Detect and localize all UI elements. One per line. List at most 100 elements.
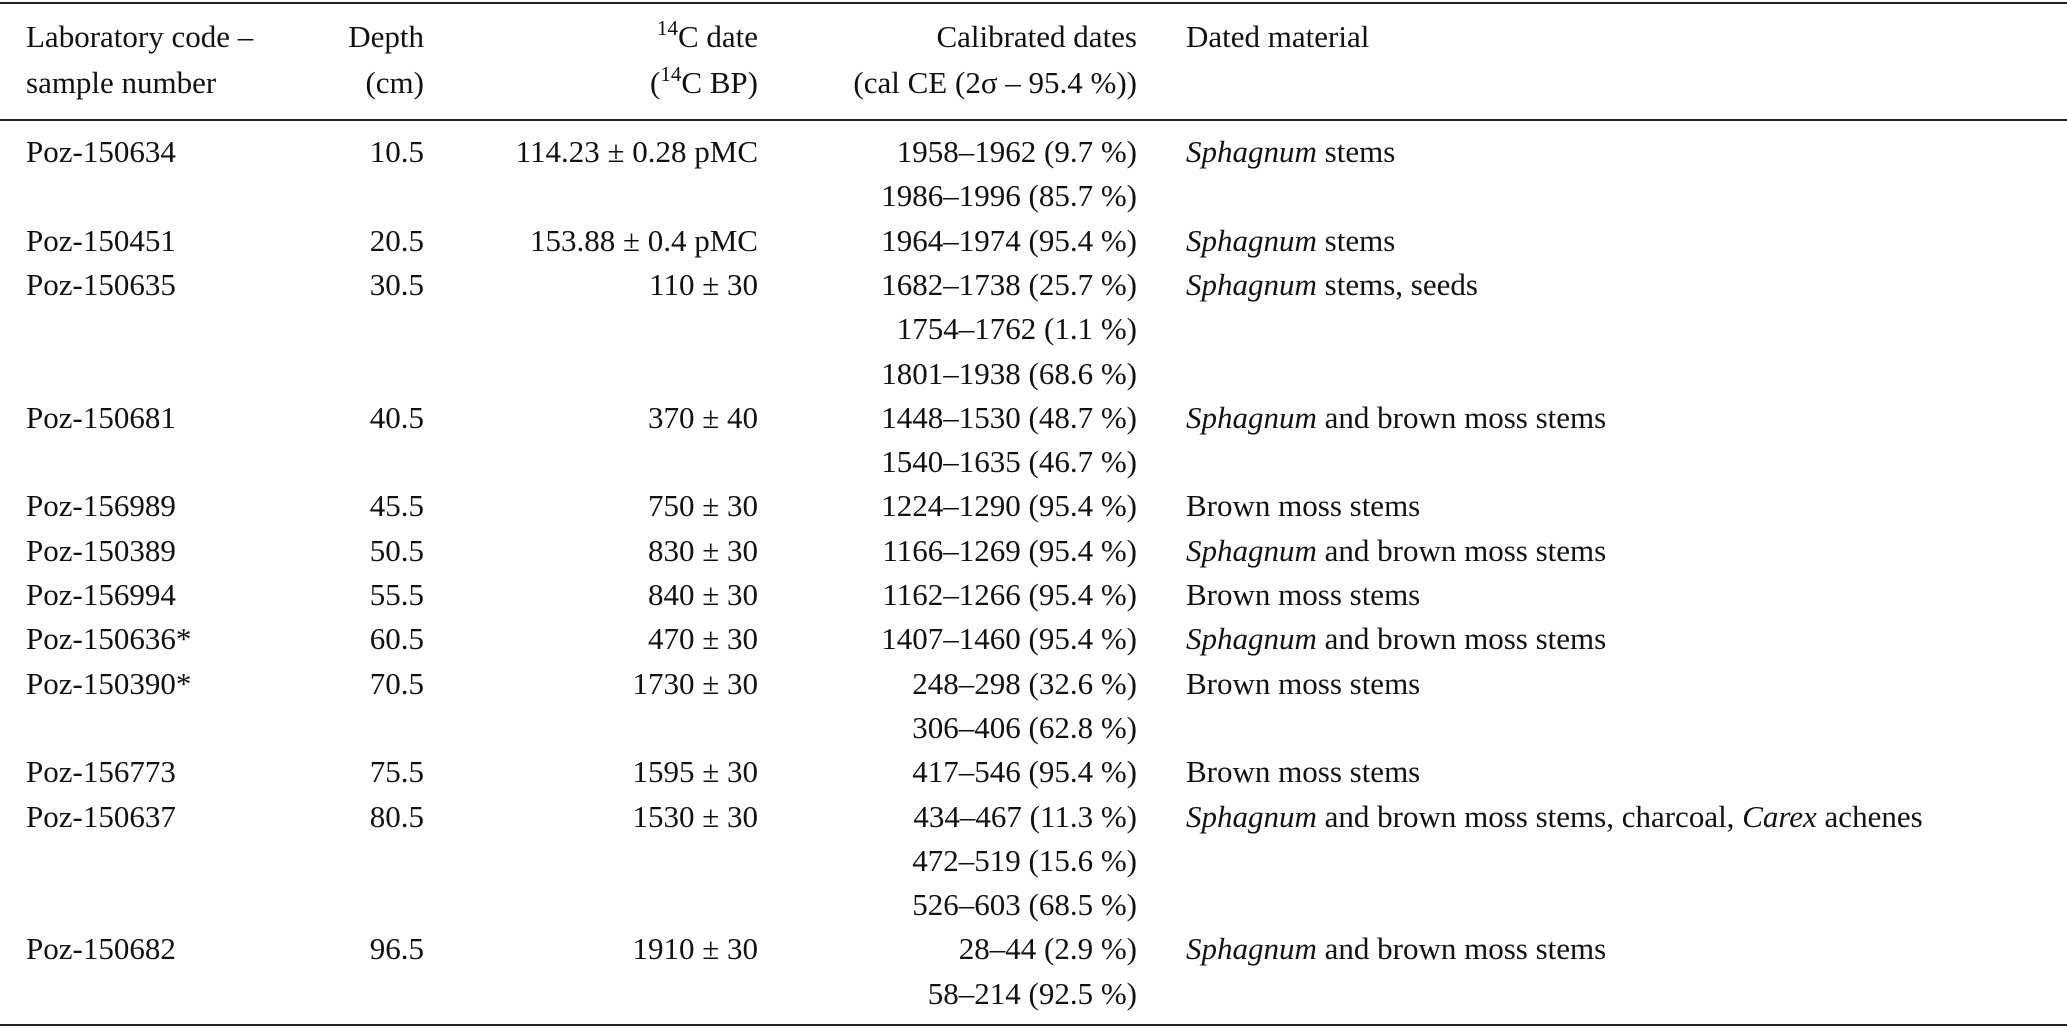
c14-date: 840 ± 30 <box>647 577 758 612</box>
header-cell: (cal CE (2σ – 95.4 %)) <box>853 65 1137 100</box>
calibrated-date: 1224–1290 (95.4 %) <box>881 488 1137 524</box>
material-text: Sphagnum <box>1186 266 1317 302</box>
superscript: 14 <box>660 62 682 86</box>
calibrated-date: 472–519 (15.6 %) <box>912 842 1137 878</box>
lab-code: Poz-150681 <box>26 399 176 435</box>
calibrated-date: 1162–1266 (95.4 %) <box>882 577 1137 612</box>
header-cell: Calibrated dates <box>936 19 1137 54</box>
lab-code: Poz-150390* <box>26 665 192 701</box>
dated-material: Sphagnum stems, seeds <box>1186 263 1478 307</box>
calibrated-date: 1964–1974 (95.4 %) <box>881 222 1137 258</box>
dated-material: Brown moss stems <box>1186 662 1420 706</box>
lab-code: Poz-150636* <box>26 621 192 657</box>
dated-material: Sphagnum and brown moss stems <box>1186 396 1606 440</box>
depth: 30.5 <box>369 266 424 302</box>
material-text: Brown moss stems <box>1186 665 1421 701</box>
depth: 96.5 <box>369 931 424 967</box>
header-text: C date <box>677 19 758 54</box>
material-text: Sphagnum <box>1186 399 1317 435</box>
calibrated-date: 1540–1635 (46.7 %) <box>881 444 1137 480</box>
header-cell: Dated material <box>1186 19 1370 54</box>
header-cell: (cm) <box>365 65 424 100</box>
material-text: Carex <box>1742 798 1817 834</box>
c14-date: 750 ± 30 <box>647 488 758 524</box>
dated-material: Sphagnum and brown moss stems <box>1186 927 1606 971</box>
material-text: and brown moss stems <box>1316 621 1607 657</box>
dated-material: Sphagnum stems <box>1186 130 1395 174</box>
header-cell: (14C BP) <box>650 61 758 105</box>
material-text: stems <box>1316 222 1396 258</box>
depth: 50.5 <box>369 532 424 568</box>
depth: 75.5 <box>369 754 424 790</box>
c14-date: 1595 ± 30 <box>632 754 758 790</box>
c14-date: 470 ± 30 <box>647 621 758 657</box>
c14-date: 1910 ± 30 <box>632 931 758 967</box>
lab-code: Poz-156994 <box>26 577 176 612</box>
lab-code: Poz-150389 <box>26 532 176 568</box>
header-cell: Depth <box>348 19 424 54</box>
material-text: Sphagnum <box>1186 222 1317 258</box>
c14-date: 830 ± 30 <box>647 532 758 568</box>
dated-material: Sphagnum and brown moss stems, charcoal,… <box>1186 795 1923 839</box>
calibrated-date: 1986–1996 (85.7 %) <box>881 178 1137 214</box>
header-rule <box>0 119 2067 121</box>
dated-material: Sphagnum stems <box>1186 219 1395 263</box>
material-text: and brown moss stems <box>1316 532 1607 568</box>
dated-material: Brown moss stems <box>1186 573 1420 617</box>
c14-date: 114.23 ± 0.28 pMC <box>515 134 758 169</box>
material-text: and brown moss stems, charcoal, <box>1316 798 1743 834</box>
header-cell: sample number <box>26 65 217 100</box>
depth: 60.5 <box>369 621 424 657</box>
depth: 40.5 <box>369 399 424 435</box>
top-rule <box>0 2 2067 4</box>
material-text: Sphagnum <box>1186 621 1317 657</box>
depth: 55.5 <box>369 577 424 612</box>
calibrated-date: 1407–1460 (95.4 %) <box>881 621 1137 657</box>
superscript: 14 <box>656 16 678 40</box>
dated-material: Sphagnum and brown moss stems <box>1186 529 1606 573</box>
header-text: C BP) <box>681 65 758 100</box>
material-text: and brown moss stems <box>1316 399 1607 435</box>
lab-code: Poz-150635 <box>26 266 176 302</box>
material-text: and brown moss stems <box>1316 931 1607 967</box>
depth: 45.5 <box>369 488 424 524</box>
header-text: ( <box>650 65 661 100</box>
bottom-rule <box>0 1024 2067 1026</box>
header-cell: 14C date <box>657 15 758 59</box>
header-cell: Laboratory code – <box>26 19 254 54</box>
material-text: Brown moss stems <box>1186 488 1421 524</box>
material-text: Brown moss stems <box>1186 754 1421 790</box>
dated-material: Brown moss stems <box>1186 484 1420 528</box>
calibrated-date: 1754–1762 (1.1 %) <box>896 311 1137 347</box>
c14-date: 1730 ± 30 <box>632 665 758 701</box>
calibrated-date: 1682–1738 (25.7 %) <box>881 266 1137 302</box>
c14-date: 370 ± 40 <box>647 399 758 435</box>
calibrated-date: 28–44 (2.9 %) <box>958 931 1137 967</box>
material-text: stems, seeds <box>1316 266 1478 302</box>
material-text: Sphagnum <box>1186 532 1317 568</box>
lab-code: Poz-150634 <box>26 134 176 169</box>
calibrated-date: 434–467 (11.3 %) <box>913 798 1137 834</box>
material-text: Brown moss stems <box>1186 577 1421 612</box>
calibrated-date: 1166–1269 (95.4 %) <box>882 532 1137 568</box>
lab-code: Poz-150637 <box>26 798 176 834</box>
calibrated-date: 1448–1530 (48.7 %) <box>881 399 1137 435</box>
c14-date: 1530 ± 30 <box>632 798 758 834</box>
calibrated-date: 1801–1938 (68.6 %) <box>881 355 1137 391</box>
depth: 20.5 <box>369 222 424 258</box>
calibrated-date: 306–406 (62.8 %) <box>912 709 1137 745</box>
c14-date: 153.88 ± 0.4 pMC <box>529 222 758 258</box>
material-text: stems <box>1316 134 1396 169</box>
c14-date: 110 ± 30 <box>649 266 758 302</box>
calibrated-date: 1958–1962 (9.7 %) <box>896 134 1137 169</box>
dated-material: Brown moss stems <box>1186 750 1420 794</box>
calibrated-date: 417–546 (95.4 %) <box>912 754 1137 790</box>
dated-material: Sphagnum and brown moss stems <box>1186 617 1606 661</box>
lab-code: Poz-150682 <box>26 931 176 967</box>
depth: 10.5 <box>369 134 424 169</box>
material-text: Sphagnum <box>1186 134 1317 169</box>
depth: 70.5 <box>369 665 424 701</box>
material-text: achenes <box>1816 798 1923 834</box>
calibrated-date: 248–298 (32.6 %) <box>912 665 1137 701</box>
